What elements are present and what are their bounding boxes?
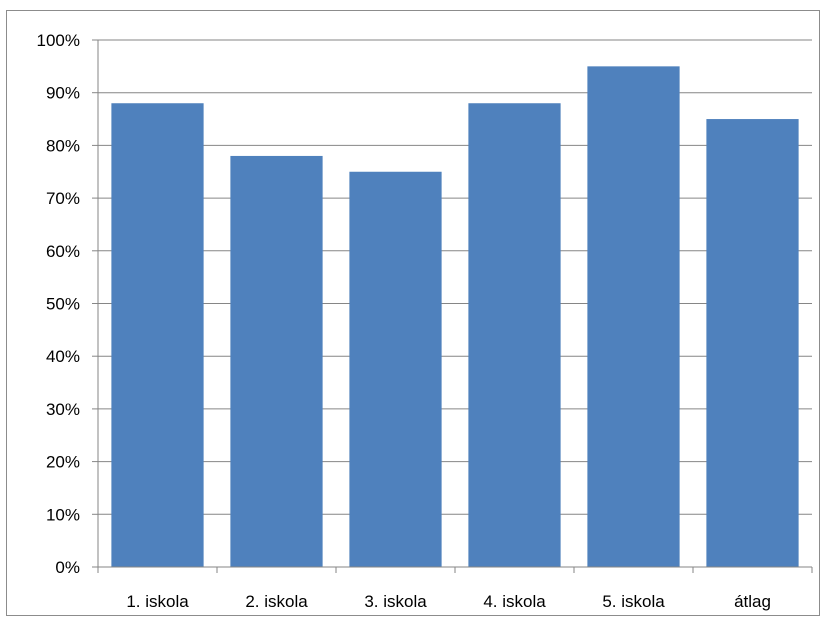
- category-label: 2. iskola: [245, 592, 308, 611]
- y-tick-label: 0%: [55, 558, 80, 577]
- category-label: 3. iskola: [364, 592, 427, 611]
- bars: [111, 66, 799, 568]
- labels: 0% 10% 20% 30% 40% 50% 60% 70% 80% 90% 100% 1. isko…: [37, 31, 771, 611]
- y-tick-label: 100%: [37, 31, 80, 50]
- category-label: 4. iskola: [483, 592, 546, 611]
- category-label: 1. iskola: [126, 592, 189, 611]
- bar: [468, 103, 561, 568]
- axes: [92, 39, 813, 573]
- y-tick-label: 30%: [46, 400, 80, 419]
- category-label: 5. iskola: [602, 592, 665, 611]
- y-tick-label: 60%: [46, 242, 80, 261]
- y-tick-label: 20%: [46, 453, 80, 472]
- y-tick-label: 70%: [46, 189, 80, 208]
- bar: [111, 103, 204, 568]
- category-label: átlag: [734, 592, 771, 611]
- y-tick-label: 80%: [46, 136, 80, 155]
- y-tick-label: 10%: [46, 505, 80, 524]
- bar: [230, 155, 323, 567]
- bar: [706, 119, 799, 568]
- y-tick-label: 50%: [46, 295, 80, 314]
- y-tick-label: 40%: [46, 347, 80, 366]
- y-tick-label: 90%: [46, 84, 80, 103]
- bar: [349, 171, 442, 567]
- bar: [587, 66, 680, 567]
- gridlines: [98, 39, 812, 515]
